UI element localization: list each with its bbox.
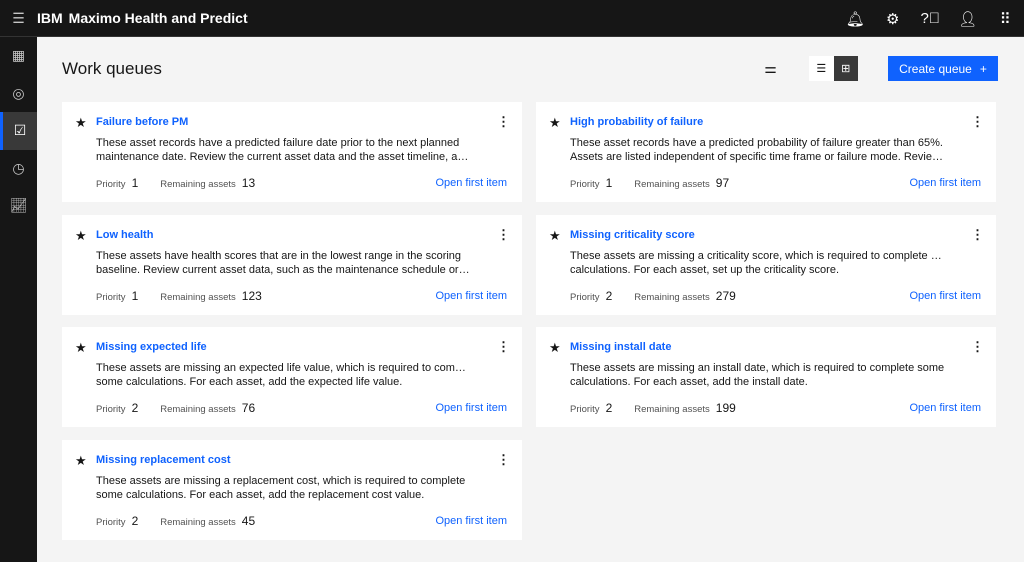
star-icon[interactable]: ★ [549,228,561,243]
remaining-value: 279 [715,289,736,303]
app-switcher-icon[interactable]: ⠿ [999,10,1011,28]
work-queue-card: ★ Missing criticality score ⋮ These asse… [536,215,996,315]
priority-value: 1 [131,289,139,303]
queue-description: These assets have health scores that are… [96,250,471,276]
queue-description: These asset records have a predicted pro… [570,137,945,163]
remaining-label: Remaining assets [634,292,710,303]
priority-label: Priority [96,517,126,528]
priority-value: 2 [605,289,613,303]
open-first-item-link[interactable]: Open first item [435,290,507,302]
star-icon[interactable]: ★ [549,340,561,355]
remaining-label: Remaining assets [634,179,710,190]
overflow-menu-icon[interactable]: ⋮ [497,452,510,467]
queue-description: These assets are missing an expected lif… [96,362,471,388]
create-queue-button[interactable]: Create queue + [888,56,998,81]
star-icon[interactable]: ★ [75,453,87,468]
work-queue-card: ★ Missing replacement cost ⋮ These asset… [62,440,522,540]
open-first-item-link[interactable]: Open first item [435,402,507,414]
work-queue-card: ★ Missing install date ⋮ These assets ar… [536,327,996,427]
queue-description: These asset records have a predicted fai… [96,137,471,163]
queue-title-link[interactable]: Low health [96,229,154,241]
queue-stats: Priority 1 Remaining assets 97 [570,176,729,190]
work-queues-icon[interactable]: ☑ [0,112,37,150]
remaining-value: 123 [241,289,262,303]
queue-stats: Priority 2 Remaining assets 199 [570,401,736,415]
priority-value: 1 [131,176,139,190]
remaining-value: 97 [715,176,730,190]
filter-settings-icon[interactable]: ⚌ [764,60,777,76]
overflow-menu-icon[interactable]: ⋮ [971,339,984,354]
queue-stats: Priority 1 Remaining assets 123 [96,289,262,303]
overflow-menu-icon[interactable]: ⋮ [971,227,984,242]
notification-icon[interactable]: 🔔︎ [845,10,865,28]
queue-title-link[interactable]: Missing expected life [96,341,207,353]
priority-value: 2 [605,401,613,415]
settings-icon[interactable]: ⚙ [886,10,900,28]
open-first-item-link[interactable]: Open first item [909,177,981,189]
work-queue-card: ★ Missing expected life ⋮ These assets a… [62,327,522,427]
open-first-item-link[interactable]: Open first item [435,177,507,189]
remaining-label: Remaining assets [160,179,236,190]
overflow-menu-icon[interactable]: ⋮ [497,227,510,242]
priority-value: 1 [605,176,613,190]
star-icon[interactable]: ★ [75,340,87,355]
work-queue-card: ★ Failure before PM ⋮ These asset record… [62,102,522,202]
priority-value: 2 [131,401,139,415]
star-icon[interactable]: ★ [549,115,561,130]
queue-description: These assets are missing a criticality s… [570,250,945,276]
priority-label: Priority [96,179,126,190]
remaining-value: 199 [715,401,736,415]
queue-description: These assets are missing a replacement c… [96,475,466,501]
plus-icon: + [979,61,987,76]
queue-stats: Priority 2 Remaining assets 279 [570,289,736,303]
remaining-label: Remaining assets [634,404,710,415]
overflow-menu-icon[interactable]: ⋮ [971,114,984,129]
queue-stats: Priority 2 Remaining assets 45 [96,514,255,528]
remaining-value: 76 [241,401,256,415]
star-icon[interactable]: ★ [75,115,87,130]
overflow-menu-icon[interactable]: ⋮ [497,114,510,129]
open-first-item-link[interactable]: Open first item [909,290,981,302]
queue-description: These assets are missing an install date… [570,362,945,388]
queue-title-link[interactable]: Missing criticality score [570,229,695,241]
list-view-icon[interactable]: ☰ [809,56,834,81]
grid-view-icon[interactable]: ⊞ [833,56,858,81]
remaining-value: 45 [241,514,256,528]
priority-value: 2 [131,514,139,528]
top-header: ☰ IBM Maximo Health and Predict 🔔︎ ⚙ ?⃝ 👤… [0,0,1024,37]
queue-stats: Priority 1 Remaining assets 13 [96,176,255,190]
user-icon[interactable]: 👤︎ [958,10,978,28]
open-first-item-link[interactable]: Open first item [909,402,981,414]
priority-label: Priority [570,292,600,303]
priority-label: Priority [570,404,600,415]
overflow-menu-icon[interactable]: ⋮ [497,339,510,354]
remaining-label: Remaining assets [160,404,236,415]
side-nav: ▦ ◎ ☑ ◷ 📈︎ [0,37,37,562]
reports-icon[interactable]: 📈︎ [9,197,28,214]
remaining-value: 13 [241,176,256,190]
priority-label: Priority [96,404,126,415]
work-queue-card: ★ Low health ⋮ These assets have health … [62,215,522,315]
view-switcher: ☰ ⊞ [809,56,858,81]
priority-label: Priority [96,292,126,303]
help-icon[interactable]: ?⃝ [920,10,941,27]
assets-icon[interactable]: ◎ [12,84,25,101]
schedule-icon[interactable]: ◷ [12,159,25,176]
queue-title-link[interactable]: High probability of failure [570,116,704,128]
queue-title-link[interactable]: Failure before PM [96,116,189,128]
remaining-label: Remaining assets [160,517,236,528]
queue-stats: Priority 2 Remaining assets 76 [96,401,255,415]
queue-title-link[interactable]: Missing install date [570,341,672,353]
star-icon[interactable]: ★ [75,228,87,243]
queue-title-link[interactable]: Missing replacement cost [96,454,231,466]
open-first-item-link[interactable]: Open first item [435,515,507,527]
remaining-label: Remaining assets [160,292,236,303]
work-queue-card: ★ High probability of failure ⋮ These as… [536,102,996,202]
hamburger-menu-icon[interactable]: ☰ [12,9,25,26]
priority-label: Priority [570,179,600,190]
dashboard-icon[interactable]: ▦ [11,47,26,64]
product-name[interactable]: IBM Maximo Health and Predict [37,10,248,26]
page-title: Work queues [62,59,162,78]
